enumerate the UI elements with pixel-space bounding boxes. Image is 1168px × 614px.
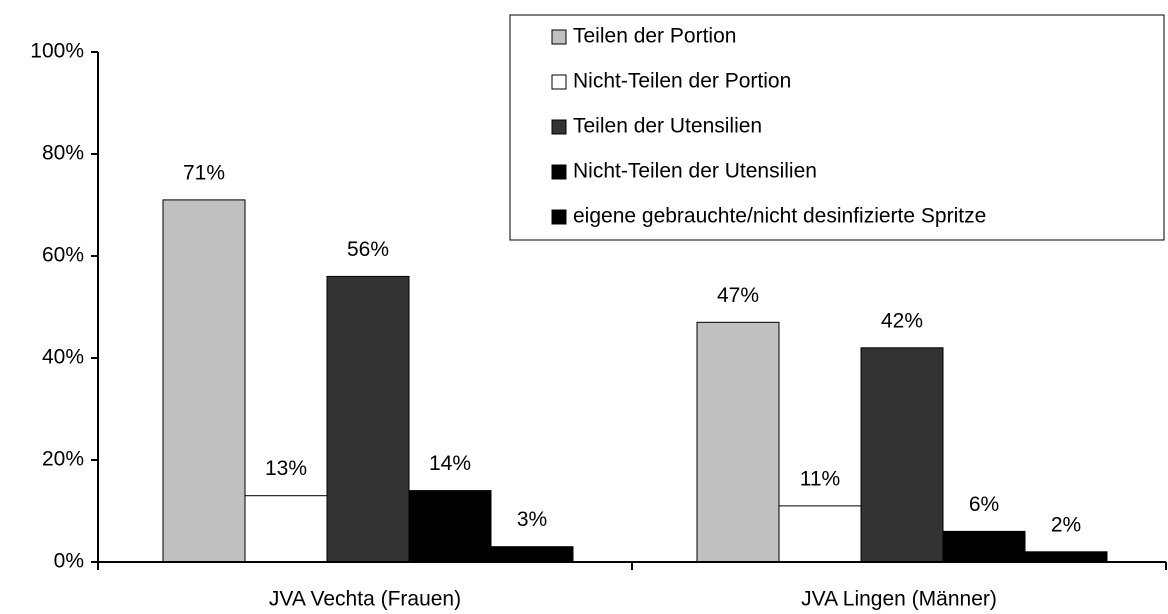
bar <box>1024 551 1108 563</box>
value-label: 2% <box>1051 513 1081 536</box>
bar <box>490 546 574 563</box>
legend-label: Nicht-Teilen der Utensilien <box>573 160 817 183</box>
legend-swatch <box>551 74 567 90</box>
bar <box>778 505 862 563</box>
bar <box>696 321 780 563</box>
legend-swatch <box>551 29 567 45</box>
bar <box>942 530 1026 563</box>
value-label: 56% <box>347 238 389 261</box>
value-label: 3% <box>517 508 547 531</box>
legend-swatch <box>551 119 567 135</box>
value-label: 11% <box>800 467 840 490</box>
legend-swatch <box>551 164 567 180</box>
y-tick-label: 0% <box>54 550 84 573</box>
bar <box>408 490 492 563</box>
bar <box>244 495 328 563</box>
value-label: 42% <box>881 309 923 332</box>
value-label: 71% <box>183 161 225 184</box>
bar <box>860 347 944 563</box>
y-tick-label: 40% <box>42 346 84 369</box>
x-tick-label: JVA Lingen (Männer) <box>801 588 997 611</box>
y-tick-label: 100% <box>30 40 84 63</box>
legend-label: Nicht-Teilen der Portion <box>573 70 791 93</box>
bar <box>162 199 246 563</box>
value-label: 6% <box>969 493 999 516</box>
value-label: 14% <box>429 452 471 475</box>
legend-swatch <box>551 209 567 225</box>
legend-box <box>509 14 1165 241</box>
y-tick-label: 80% <box>42 142 84 165</box>
legend-label: Teilen der Utensilien <box>573 115 762 138</box>
bar <box>326 275 410 563</box>
x-tick-label: JVA Vechta (Frauen) <box>269 588 461 611</box>
value-label: 47% <box>717 284 759 307</box>
value-label: 13% <box>265 457 307 480</box>
legend-label: Teilen der Portion <box>573 25 736 48</box>
y-tick-label: 20% <box>42 448 84 471</box>
y-tick-label: 60% <box>42 244 84 267</box>
legend-label: eigene gebrauchte/nicht desinfizierte Sp… <box>573 205 986 228</box>
